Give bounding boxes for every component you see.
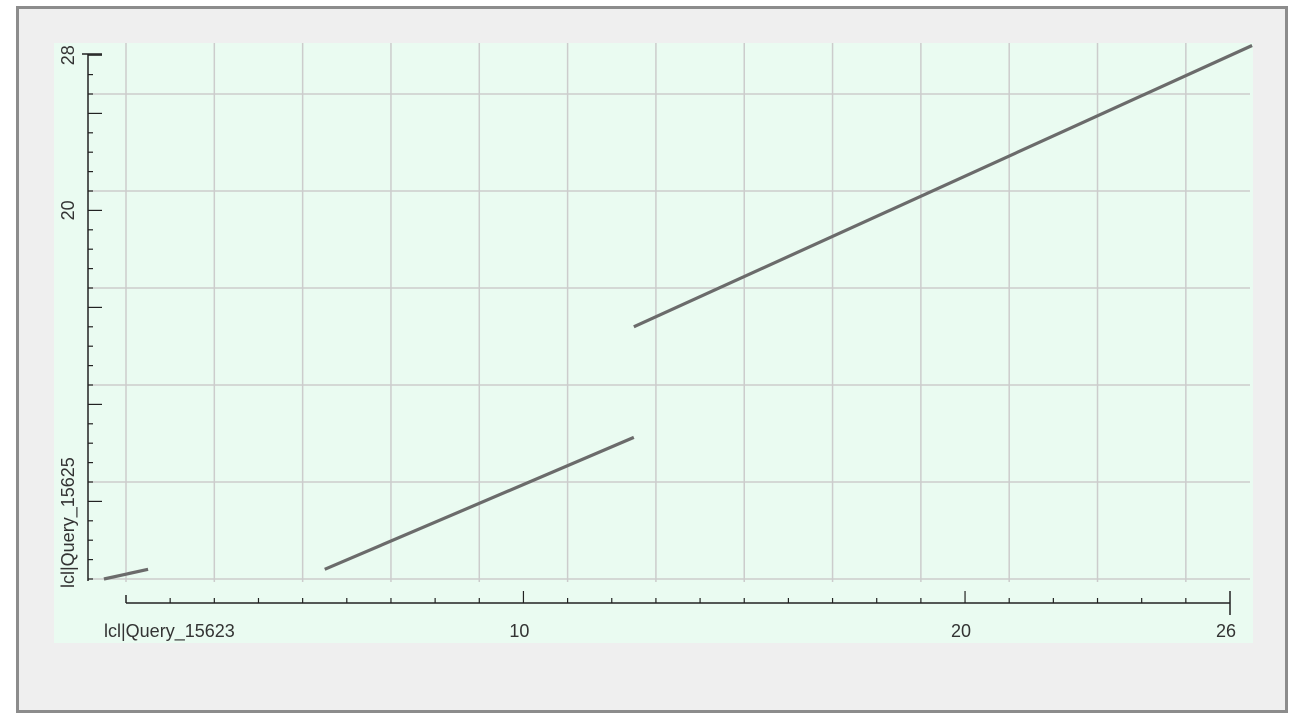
x-axis-label: lcl|Query_15623 — [104, 621, 235, 642]
series-lines — [103, 44, 1253, 581]
alignment-segment — [324, 435, 635, 571]
alignment-segment — [633, 44, 1253, 329]
x-tick-label: 10 — [509, 621, 529, 641]
alignment-segment — [103, 567, 149, 581]
y-tick-label: 28 — [58, 45, 78, 65]
x-tick-label: 26 — [1216, 621, 1236, 641]
x-tick-label: 20 — [951, 621, 971, 641]
x-axis: 10 20 26 — [125, 591, 1236, 641]
y-axis-label: lcl|Query_15625 — [58, 457, 79, 588]
y-tick-label: 20 — [58, 200, 78, 220]
plot-background — [54, 43, 1253, 643]
grid-lines — [88, 43, 1250, 582]
